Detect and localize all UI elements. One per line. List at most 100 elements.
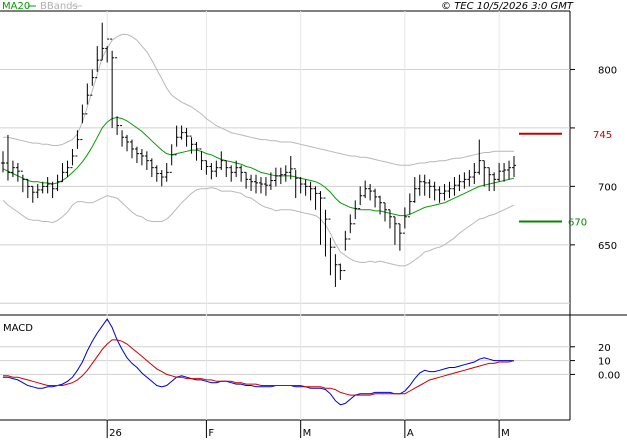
macd-signal-line: [3, 339, 515, 396]
ohlc-bar: [442, 184, 447, 201]
x-axis-month-label: F: [208, 428, 214, 439]
ohlc-bar: [427, 179, 432, 199]
ohlc-bar: [254, 174, 259, 194]
x-axis-month-labels: 26 F M A M: [106, 420, 510, 439]
ohlc-bar: [492, 172, 497, 192]
ohlc-bar: [154, 165, 159, 182]
legend-bbands: BBands: [40, 1, 78, 12]
ohlc-bar: [159, 170, 164, 187]
ohlc-bar: [333, 246, 338, 287]
x-axis-month-label: M: [303, 428, 312, 439]
bollinger-bands: [2, 33, 515, 267]
ohlc-bar: [214, 160, 219, 178]
price-y-tick-label: 800: [598, 65, 617, 76]
ohlc-bar: [358, 186, 363, 210]
ohlc-bar: [125, 134, 130, 152]
macd-y-tick-label: 0.00: [598, 370, 620, 381]
ohlc-bar: [273, 167, 278, 187]
ohlc-bar: [268, 172, 273, 190]
ohlc-bar: [278, 167, 283, 185]
ohlc-bar: [60, 163, 65, 183]
ohlc-bar: [383, 202, 388, 222]
ohlc-series: [1, 22, 516, 287]
ohlc-bar: [75, 130, 80, 157]
ohlc-bar: [25, 178, 30, 199]
ohlc-bar: [239, 165, 244, 182]
price-y-tick-label: 700: [598, 182, 617, 193]
copyright-text: © TEC 10/5/2026 3:0 GMT: [441, 1, 574, 12]
chart-header: MA20 BBands © TEC 10/5/2026 3:0 GMT: [2, 1, 574, 12]
ohlc-bar: [149, 158, 154, 178]
ohlc-bar: [184, 127, 189, 147]
macd-y-tick-label: 20: [598, 343, 611, 354]
ohlc-bar: [105, 38, 110, 63]
macd-y-tick-labels: 20 10 0.00: [570, 343, 620, 381]
price-y-tick-label: 650: [598, 241, 617, 252]
ohlc-bar: [5, 134, 10, 181]
ohlc-bar: [139, 148, 144, 166]
ohlc-bar: [472, 163, 477, 185]
ohlc-bar: [467, 170, 472, 187]
ohlc-bar: [477, 139, 482, 175]
ohlc-bar: [512, 155, 516, 178]
macd-gridlines: [0, 315, 570, 420]
ohlc-bar: [199, 148, 204, 171]
ma20-line: [2, 116, 515, 217]
ohlc-bar: [20, 170, 25, 193]
macd-panel-title: MACD: [3, 323, 33, 334]
ohlc-bar: [397, 223, 402, 251]
ohlc-bar: [244, 171, 249, 189]
ohlc-bar: [422, 174, 427, 196]
ohlc-bar: [40, 181, 45, 194]
ohlc-bar: [482, 160, 487, 187]
ohlc-bar: [179, 125, 184, 140]
ohlc-bar: [283, 165, 288, 182]
ohlc-bar: [30, 185, 35, 203]
macd-macd-line: [3, 318, 514, 406]
ohlc-bar: [224, 160, 229, 178]
ma20-series: [2, 116, 515, 217]
ohlc-bar: [50, 181, 55, 199]
ohlc-bar: [164, 163, 169, 182]
ohlc-bar: [502, 163, 507, 182]
ohlc-bar: [412, 177, 417, 203]
ohlc-bar: [35, 184, 40, 199]
ohlc-bar: [95, 46, 100, 79]
ohlc-bar: [45, 177, 50, 194]
macd-series: [3, 318, 515, 406]
bbands-lower-line: [2, 187, 515, 267]
ohlc-bar: [318, 191, 323, 245]
x-axis-month-label: A: [407, 428, 414, 439]
ohlc-bar: [115, 57, 120, 135]
x-axis-month-label: M: [501, 428, 510, 439]
ohlc-bar: [229, 165, 234, 182]
ohlc-bar: [85, 83, 90, 115]
macd-y-tick-label: 10: [598, 357, 611, 368]
ohlc-bar: [194, 141, 199, 161]
ohlc-bar: [432, 181, 437, 201]
ohlc-bar: [497, 163, 502, 182]
resistance-level-label: 745: [593, 130, 612, 141]
ohlc-bar: [353, 200, 358, 225]
ohlc-bar: [70, 148, 75, 169]
ohlc-bar: [174, 125, 179, 156]
ohlc-bar: [110, 38, 115, 128]
ohlc-bar: [219, 151, 224, 171]
ohlc-bar: [100, 22, 105, 61]
ohlc-bar: [120, 125, 125, 147]
ohlc-bar: [249, 174, 254, 192]
ohlc-bar: [263, 177, 268, 196]
ohlc-bar: [65, 160, 70, 178]
ohlc-bar: [343, 230, 348, 272]
ohlc-bar: [80, 104, 85, 141]
ohlc-bar: [437, 186, 442, 203]
ohlc-bar: [407, 193, 412, 218]
ohlc-bar: [462, 172, 467, 189]
ohlc-bar: [313, 186, 318, 210]
ohlc-bar: [144, 151, 149, 171]
bbands-upper-line: [3, 33, 514, 166]
support-level-label: 670: [568, 217, 587, 228]
legend-ma20: MA20: [2, 1, 30, 12]
ohlc-bar: [90, 69, 95, 96]
